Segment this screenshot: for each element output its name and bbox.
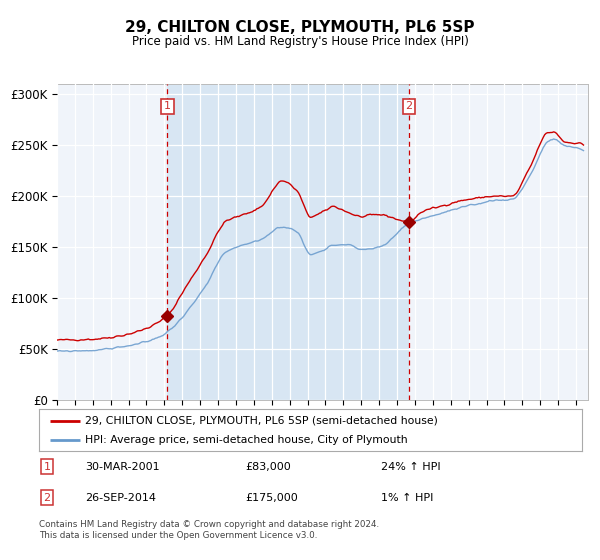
Text: This data is licensed under the Open Government Licence v3.0.: This data is licensed under the Open Gov…: [39, 531, 317, 540]
Text: Contains HM Land Registry data © Crown copyright and database right 2024.: Contains HM Land Registry data © Crown c…: [39, 520, 379, 529]
Text: £175,000: £175,000: [245, 493, 298, 503]
Text: 1% ↑ HPI: 1% ↑ HPI: [381, 493, 433, 503]
Text: HPI: Average price, semi-detached house, City of Plymouth: HPI: Average price, semi-detached house,…: [85, 435, 408, 445]
Text: 2: 2: [44, 493, 51, 503]
Text: 29, CHILTON CLOSE, PLYMOUTH, PL6 5SP: 29, CHILTON CLOSE, PLYMOUTH, PL6 5SP: [125, 20, 475, 35]
Text: Price paid vs. HM Land Registry's House Price Index (HPI): Price paid vs. HM Land Registry's House …: [131, 35, 469, 48]
Text: 2: 2: [406, 101, 413, 111]
Bar: [167, 84, 409, 400]
Text: 29, CHILTON CLOSE, PLYMOUTH, PL6 5SP (semi-detached house): 29, CHILTON CLOSE, PLYMOUTH, PL6 5SP (se…: [85, 416, 438, 426]
Text: £83,000: £83,000: [245, 461, 291, 472]
Text: 1: 1: [164, 101, 171, 111]
Text: 26-SEP-2014: 26-SEP-2014: [85, 493, 156, 503]
Text: 30-MAR-2001: 30-MAR-2001: [85, 461, 160, 472]
Text: 24% ↑ HPI: 24% ↑ HPI: [381, 461, 441, 472]
Text: 1: 1: [44, 461, 50, 472]
